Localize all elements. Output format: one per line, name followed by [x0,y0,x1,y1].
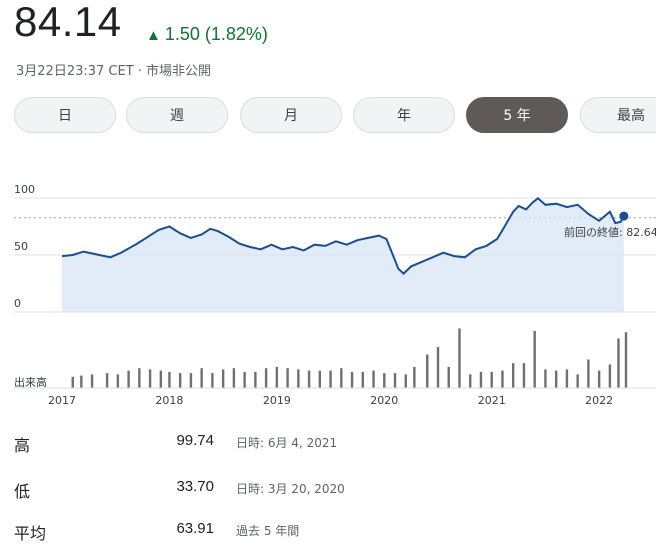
volume-bar [624,332,628,388]
volume-bar [178,373,182,388]
volume-bar [522,363,526,388]
volume-bar [264,368,268,388]
stat-high-note: 日時: 6月 4, 2021 [236,436,338,450]
volume-bar [71,376,74,388]
volume-bar [469,374,472,388]
volume-bar [232,368,236,388]
volume-bar [587,359,590,388]
volume-bar [127,370,130,388]
x-tick-label: 2020 [370,394,398,407]
tab-month[interactable]: 月 [240,97,342,133]
volume-bar [90,374,94,388]
volume-bar [211,373,214,388]
current-price-dot [619,211,629,221]
volume-bar [565,369,569,388]
current-price: 84.14 [14,0,122,45]
volume-bar [501,370,504,388]
volume-bar [413,366,416,388]
price-change-value: 1.50 (1.82%) [164,24,268,44]
volume-bar [286,368,289,388]
tab-day[interactable]: 日 [14,97,116,133]
volume-bar [404,374,407,388]
volume-bar [189,373,193,388]
tab-max[interactable]: 最高 [580,97,656,133]
volume-bar [447,366,450,388]
x-tick-label: 2019 [263,394,291,407]
volume-bar [105,373,109,388]
volume-bar [318,370,322,388]
volume-bar [329,370,332,388]
stat-average-label: 平均 [14,524,47,543]
volume-bar [383,373,386,388]
volume-bar [479,371,483,388]
up-arrow-icon: ▲ [146,27,161,44]
volume-bar [275,366,279,388]
stat-average: 平均 63.91 過去 5 年間 [0,520,656,550]
volume-bar [490,371,493,388]
x-tick-label: 2017 [48,394,76,407]
price-change: ▲ 1.50 (1.82%) [146,24,268,45]
volume-bar [80,375,83,388]
volume-bar [576,374,579,388]
volume-bar [512,363,515,388]
stat-low-label: 低 [14,482,31,501]
y-tick-label: 100 [14,183,35,196]
y-tick-label: 50 [14,240,28,253]
price-line [61,197,625,275]
volume-bar [597,370,601,388]
volume-bar [533,330,536,388]
range-tabs: 日 週 月 年 5 年 最高 [14,97,656,135]
volume-bar [426,354,429,388]
price-area [62,198,624,312]
volume-bar [148,369,152,388]
volume-bar [350,371,354,388]
volume-bar [372,370,375,388]
volume-bar [254,371,257,388]
tab-year[interactable]: 年 [353,97,455,133]
stat-low: 低 33.70 日時: 3月 20, 2020 [0,478,656,508]
volume-bar [159,370,163,388]
volume-bar [243,371,246,388]
previous-close-label: 前回の終値: 82.64 [564,225,656,239]
stat-low-value: 33.70 [176,478,214,495]
volume-bar [436,347,440,388]
volume-bar [608,364,612,388]
stat-high-label: 高 [14,436,31,455]
stat-average-note: 過去 5 年間 [236,524,300,538]
volume-bar [116,374,120,388]
tab-week[interactable]: 週 [126,97,228,133]
volume-bar [200,368,203,388]
volume-bar [361,371,364,388]
quote-timestamp: 3月22日23:37 CET · 市場非公開 [16,64,212,79]
volume-bar [307,370,311,388]
stat-average-value: 63.91 [176,520,214,537]
volume-bar [393,373,397,388]
volume-bar [554,370,558,388]
volume-bar [617,338,620,388]
volume-label: 出来高 [14,375,47,389]
volume-bar [168,371,171,388]
volume-bar [340,368,343,388]
x-tick-label: 2018 [155,394,183,407]
volume-bar [458,328,461,388]
tab-5-year[interactable]: 5 年 [466,97,568,133]
volume-bar [544,369,547,388]
y-tick-label: 0 [14,297,21,310]
volume-bar [297,369,300,388]
stat-high-value: 99.74 [176,432,214,449]
stat-high: 高 99.74 日時: 6月 4, 2021 [0,432,656,462]
volume-bar [138,368,141,388]
stat-low-note: 日時: 3月 20, 2020 [236,482,345,496]
volume-bar [221,369,225,388]
x-tick-label: 2022 [585,394,613,407]
x-tick-label: 2021 [478,394,506,407]
